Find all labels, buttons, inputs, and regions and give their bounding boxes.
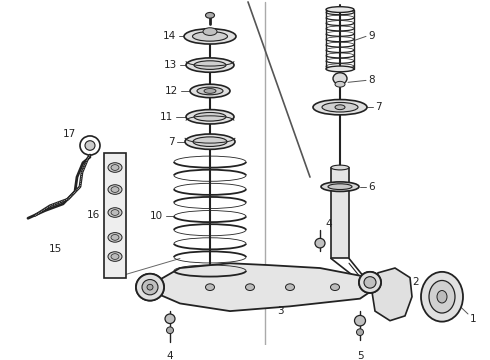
Ellipse shape <box>136 274 164 301</box>
Text: 2: 2 <box>412 278 418 287</box>
Ellipse shape <box>193 137 227 147</box>
Ellipse shape <box>190 84 230 98</box>
Text: 1: 1 <box>470 314 477 324</box>
Ellipse shape <box>165 314 175 324</box>
Ellipse shape <box>321 182 359 192</box>
Ellipse shape <box>111 165 119 170</box>
Text: 15: 15 <box>49 244 62 254</box>
Ellipse shape <box>421 272 463 321</box>
Ellipse shape <box>108 185 122 194</box>
Ellipse shape <box>364 276 376 288</box>
Ellipse shape <box>142 279 158 295</box>
Ellipse shape <box>335 81 345 87</box>
Text: 5: 5 <box>357 351 363 360</box>
Text: 11: 11 <box>160 112 173 122</box>
Ellipse shape <box>333 73 347 84</box>
Ellipse shape <box>357 329 364 336</box>
Ellipse shape <box>85 141 95 150</box>
Ellipse shape <box>245 284 254 291</box>
Ellipse shape <box>315 238 325 248</box>
Ellipse shape <box>111 187 119 192</box>
Ellipse shape <box>147 284 153 290</box>
Ellipse shape <box>359 272 381 293</box>
Ellipse shape <box>328 184 352 189</box>
Text: 16: 16 <box>87 210 100 220</box>
Text: 4: 4 <box>167 351 173 360</box>
Ellipse shape <box>147 284 153 290</box>
Ellipse shape <box>331 165 349 170</box>
Text: 14: 14 <box>163 31 176 41</box>
Ellipse shape <box>286 284 294 291</box>
Text: 10: 10 <box>150 211 163 221</box>
Ellipse shape <box>313 100 367 115</box>
Text: 7: 7 <box>169 137 175 147</box>
Ellipse shape <box>203 28 217 35</box>
Bar <box>331 167 349 258</box>
Ellipse shape <box>185 134 235 149</box>
Ellipse shape <box>108 208 122 217</box>
Ellipse shape <box>136 274 164 301</box>
Bar <box>104 153 126 278</box>
Text: 17: 17 <box>63 129 76 139</box>
Ellipse shape <box>335 105 345 109</box>
Text: 6: 6 <box>368 182 375 192</box>
Ellipse shape <box>205 13 215 18</box>
Text: 4: 4 <box>325 219 332 229</box>
Ellipse shape <box>194 61 226 69</box>
Text: 12: 12 <box>165 86 178 96</box>
Ellipse shape <box>194 112 226 121</box>
Polygon shape <box>160 263 370 311</box>
Ellipse shape <box>354 315 366 326</box>
Text: 7: 7 <box>375 102 382 112</box>
Ellipse shape <box>108 233 122 242</box>
Ellipse shape <box>142 279 158 295</box>
Ellipse shape <box>429 280 455 313</box>
Text: 9: 9 <box>368 31 375 41</box>
Ellipse shape <box>111 234 119 240</box>
Ellipse shape <box>111 254 119 260</box>
Polygon shape <box>372 268 412 321</box>
Ellipse shape <box>364 276 376 288</box>
Ellipse shape <box>186 58 234 72</box>
Ellipse shape <box>197 87 223 95</box>
Text: 8: 8 <box>368 75 375 85</box>
Ellipse shape <box>322 103 358 112</box>
Ellipse shape <box>437 291 447 303</box>
Ellipse shape <box>326 66 354 72</box>
Ellipse shape <box>205 284 215 291</box>
Ellipse shape <box>167 327 173 334</box>
Ellipse shape <box>204 89 216 93</box>
Ellipse shape <box>330 284 340 291</box>
Ellipse shape <box>108 252 122 261</box>
Text: 3: 3 <box>277 306 283 316</box>
Ellipse shape <box>326 7 354 13</box>
Ellipse shape <box>193 32 227 41</box>
Ellipse shape <box>108 163 122 172</box>
Text: 13: 13 <box>164 60 177 70</box>
Ellipse shape <box>184 29 236 44</box>
Ellipse shape <box>186 109 234 124</box>
Ellipse shape <box>359 272 381 293</box>
Ellipse shape <box>111 210 119 215</box>
